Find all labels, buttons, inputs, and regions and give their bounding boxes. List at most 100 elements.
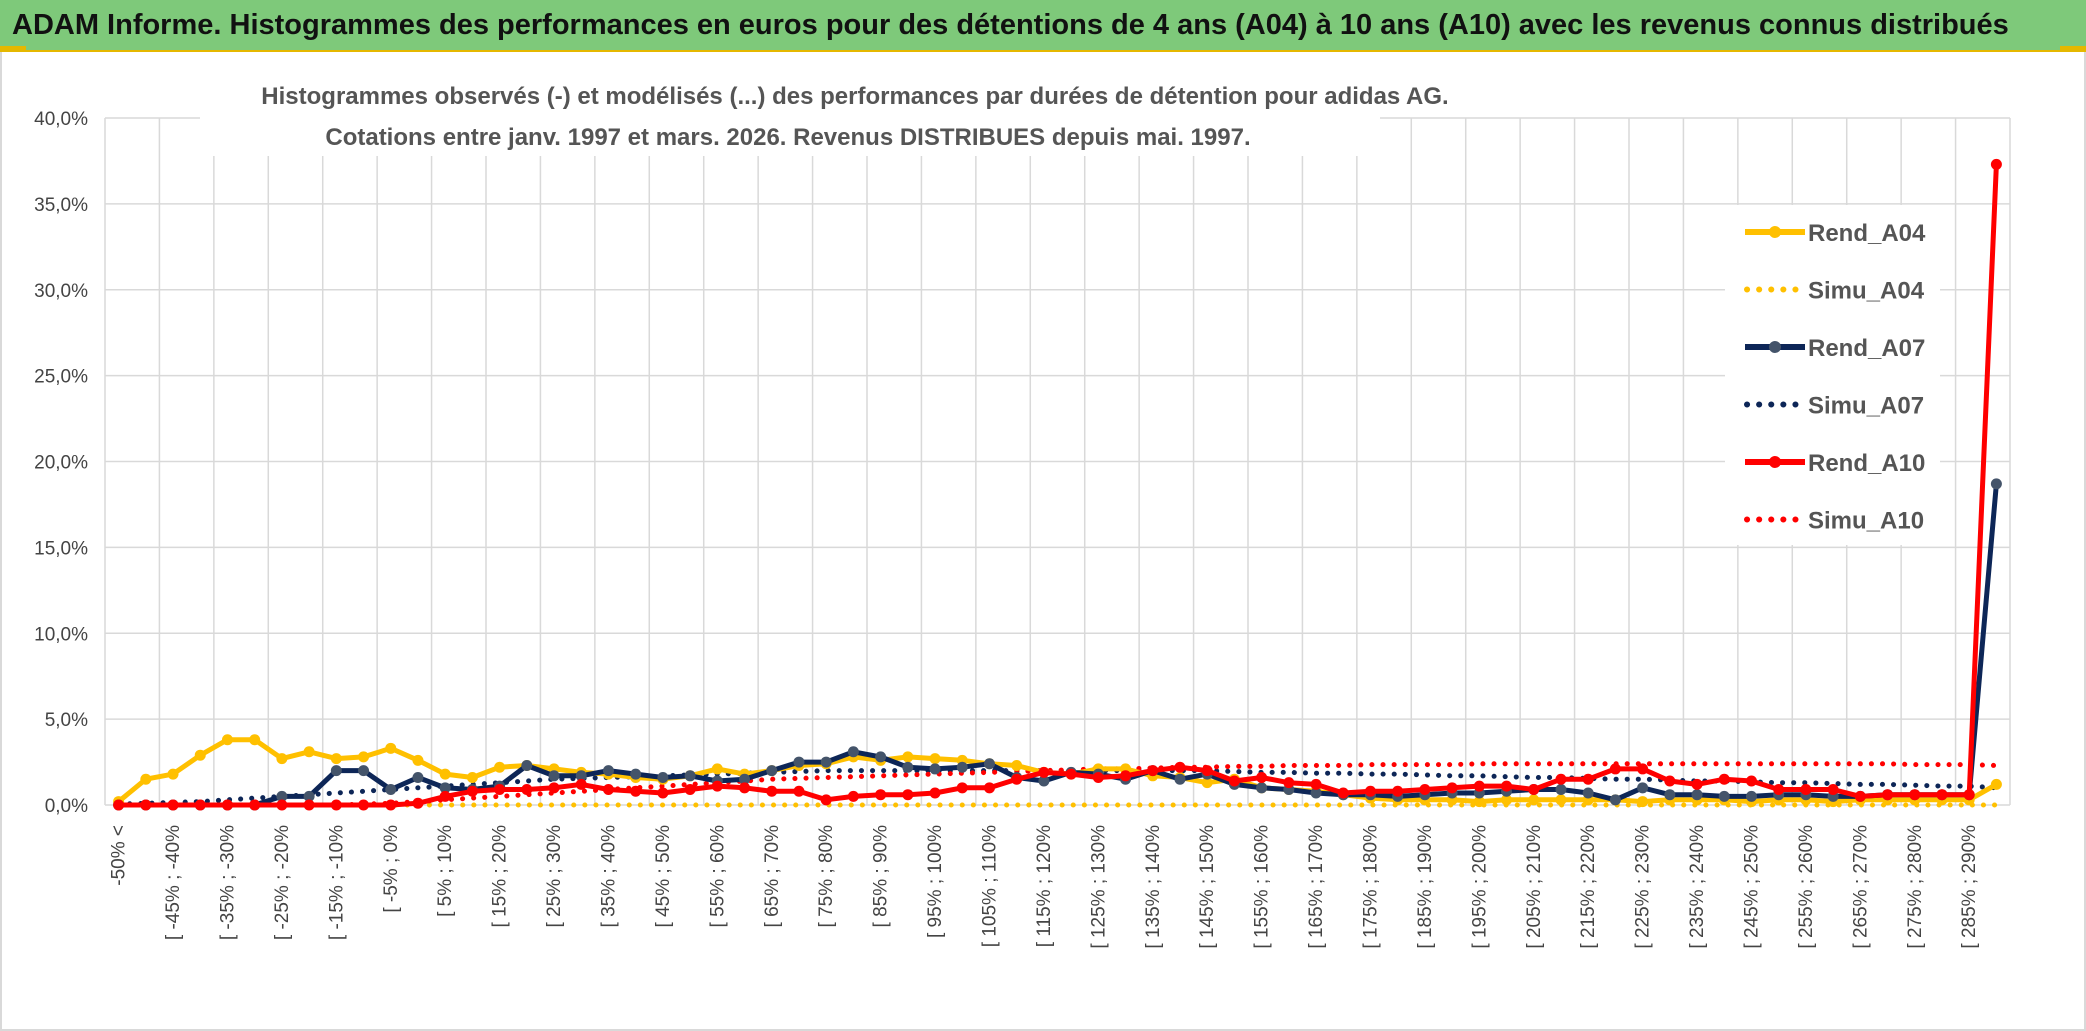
point-rend-a10 [630,785,642,797]
point-rend-a04 [439,768,451,780]
point-rend-a07 [548,770,560,782]
x-tick-label: [ 65% ; 70% [762,825,783,928]
point-rend-a07 [1609,794,1621,806]
point-rend-a07 [1718,790,1730,802]
y-tick-label: 25,0% [34,367,88,388]
point-rend-a07 [1664,789,1676,801]
x-tick-label: [ 5% ; 10% [435,825,456,917]
x-tick-label: [ 205% ; 210% [1524,825,1545,949]
point-rend-a10 [1473,780,1485,792]
point-rend-a10 [1800,784,1812,796]
point-rend-a04 [194,749,206,761]
point-rend-a10 [902,789,914,801]
point-rend-a07 [793,756,805,768]
x-tick-label: [ -15% ; -10% [326,825,347,940]
point-rend-a10 [1283,777,1295,789]
point-rend-a07 [820,756,832,768]
series-rend-a07 [118,483,1999,808]
x-tick-label: [ 185% ; 190% [1415,825,1436,949]
y-tick-label: 20,0% [34,453,88,474]
point-rend-a10 [330,799,342,811]
point-rend-a07 [1256,782,1268,794]
x-tick-label: [ 255% ; 260% [1796,825,1817,949]
point-rend-a07 [412,772,424,784]
point-rend-a10 [276,799,288,811]
point-rend-a04 [1501,794,1513,806]
point-rend-a10 [1147,765,1159,777]
x-tick-label: [ 215% ; 220% [1578,825,1599,949]
point-rend-a10 [1337,787,1349,799]
point-rend-a10 [1446,782,1458,794]
point-rend-a10 [983,782,995,794]
x-tick-label: [ 275% ; 280% [1905,825,1926,949]
point-rend-a04 [412,754,424,766]
point-rend-a04 [249,734,261,746]
point-rend-a10 [1773,784,1785,796]
y-tick-label: 0,0% [45,796,88,817]
point-rend-a10 [1909,789,1921,801]
point-rend-a10 [167,799,179,811]
point-rend-a10 [439,790,451,802]
x-tick-label: [ 265% ; 270% [1850,825,1871,949]
x-tick-label: [ -5% ; 0% [381,825,402,913]
point-rend-a07 [1174,773,1186,785]
point-rend-a07 [657,772,669,784]
point-rend-a07 [1310,787,1322,799]
point-rend-a10 [1854,790,1866,802]
point-rend-a10 [412,797,424,809]
point-rend-a07 [766,765,778,777]
legend-marker [1769,226,1781,238]
x-tick-label: [ 225% ; 230% [1633,825,1654,949]
point-rend-a10 [521,784,533,796]
point-rend-a04 [1473,796,1485,808]
point-rend-a04 [711,763,723,775]
point-rend-a10 [194,799,206,811]
point-rend-a04 [1637,796,1649,808]
point-rend-a04 [221,734,233,746]
point-rend-a10 [1609,763,1621,775]
point-rend-a04 [385,742,397,754]
x-tick-label: [ 195% ; 200% [1469,825,1490,949]
point-rend-a07 [385,784,397,796]
point-rend-a07 [630,768,642,780]
point-rend-a10 [1256,772,1268,784]
x-tick-label: [ 155% ; 160% [1252,825,1273,949]
x-tick-label: -50% < [109,825,130,886]
point-rend-a10 [249,799,261,811]
banner-accent-right [2060,46,2086,52]
point-rend-a10 [1120,770,1132,782]
chart-title-line-1: Histogrammes observés (-) et modélisés (… [261,83,1448,110]
point-rend-a10 [711,780,723,792]
legend-label: Simu_A04 [1808,278,1925,305]
point-rend-a04 [276,753,288,765]
point-rend-a10 [602,784,614,796]
point-rend-a10 [1936,789,1948,801]
point-rend-a10 [1201,765,1213,777]
point-rend-a10 [303,799,315,811]
x-tick-label: [ 35% ; 40% [598,825,619,928]
legend-label: Rend_A04 [1808,220,1926,247]
point-rend-a10 [1990,158,2002,170]
point-rend-a04 [1555,794,1567,806]
y-tick-label: 5,0% [45,710,88,731]
y-tick-label: 35,0% [34,195,88,216]
point-rend-a07 [1691,789,1703,801]
point-rend-a04 [466,772,478,784]
point-rend-a04 [902,751,914,763]
point-rend-a10 [358,799,370,811]
point-rend-a07 [1637,782,1649,794]
point-rend-a04 [1201,777,1213,789]
y-axis-ticks: 0,0% 5,0% 10,0% 15,0% 20,0% 25,0% 30,0% 35,0% 40… [34,109,88,817]
legend-label: Rend_A07 [1808,335,1925,362]
legend-marker [1769,341,1781,353]
x-tick-label: [ -25% ; -20% [272,825,293,940]
x-tick-label: [ 115% ; 120% [1034,825,1055,947]
point-rend-a07 [1038,775,1050,787]
y-tick-label: 10,0% [34,624,88,645]
point-rend-a10 [1827,784,1839,796]
point-rend-a04 [303,746,315,758]
point-rend-a10 [1745,775,1757,787]
legend-label: Simu_A10 [1808,508,1924,535]
point-rend-a07 [739,773,751,785]
x-tick-label: [ -35% ; -30% [217,825,238,940]
